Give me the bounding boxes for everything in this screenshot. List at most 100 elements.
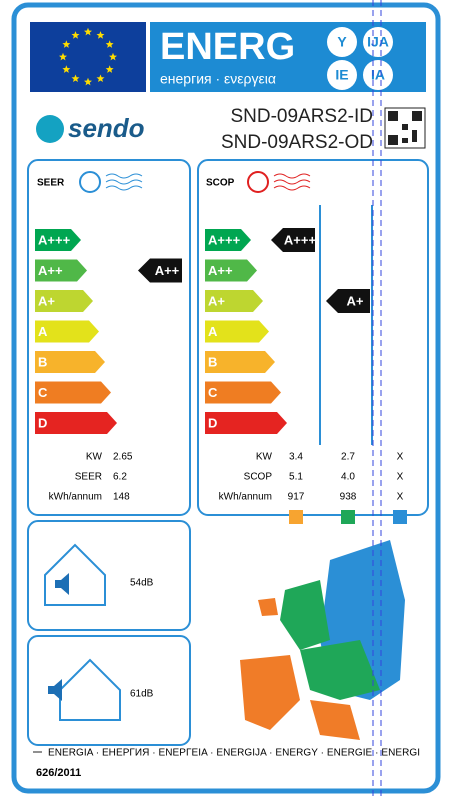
class-bar bbox=[205, 412, 287, 434]
row-value: 938 bbox=[340, 492, 357, 503]
class-bar bbox=[35, 320, 99, 343]
energy-word: ENERG bbox=[160, 26, 295, 68]
star bbox=[84, 77, 92, 86]
star bbox=[105, 65, 114, 73]
class-bar bbox=[35, 259, 87, 282]
scop-panel bbox=[197, 159, 429, 516]
class-label: A++ bbox=[38, 263, 63, 278]
class-label: A bbox=[208, 324, 218, 339]
star bbox=[105, 40, 114, 48]
row-value: X bbox=[397, 472, 404, 483]
class-bar bbox=[205, 229, 251, 251]
noise-indoor-panel bbox=[27, 520, 191, 631]
star bbox=[96, 31, 105, 39]
suffix: IJA bbox=[367, 34, 389, 50]
star bbox=[71, 31, 80, 39]
class-bar bbox=[35, 351, 105, 373]
house-icon bbox=[44, 543, 106, 606]
eu-stars bbox=[59, 27, 117, 86]
class-bar bbox=[35, 381, 111, 404]
row-label: KW bbox=[256, 452, 273, 463]
row-value: 3.4 bbox=[289, 452, 303, 463]
fan-icon-heat bbox=[247, 171, 269, 193]
row-value: 2.65 bbox=[113, 452, 133, 463]
suffix-circle bbox=[363, 60, 393, 90]
speaker-icon bbox=[48, 679, 62, 701]
class-label: A+++ bbox=[208, 232, 241, 247]
zone-cold bbox=[393, 510, 407, 524]
footer-languages: ENERGIA · ЕНЕРГИЯ · ΕΝΕΡΓΕΙΑ · ENERGIJA … bbox=[48, 748, 420, 759]
row-label: SEER bbox=[75, 472, 102, 483]
row-value: 148 bbox=[113, 492, 130, 503]
rating-arrow bbox=[138, 258, 182, 283]
star bbox=[59, 52, 67, 61]
row-value: 917 bbox=[288, 492, 305, 503]
value-rows: KW 2.65 SEER 6.2 kWh/annum 148 KW 3.4 2.7 X SCOP 5.… bbox=[49, 452, 404, 503]
row-label: SCOP bbox=[244, 472, 273, 483]
class-bar bbox=[205, 290, 263, 312]
row-value: X bbox=[397, 492, 404, 503]
class-bar bbox=[205, 320, 269, 343]
rating-label: A++ bbox=[155, 263, 180, 278]
star bbox=[109, 52, 117, 61]
scop-label: SCOP bbox=[206, 178, 235, 189]
row-label: kWh/annum bbox=[49, 492, 102, 503]
class-label: B bbox=[38, 354, 47, 369]
star bbox=[62, 40, 71, 48]
class-bar bbox=[35, 290, 93, 312]
zone-average bbox=[341, 510, 355, 524]
suffix: Y bbox=[337, 34, 347, 50]
fan-icon-cool bbox=[79, 171, 101, 193]
brand-name: sendo bbox=[68, 113, 145, 143]
speaker-icon bbox=[55, 573, 69, 595]
class-label: A+ bbox=[208, 293, 225, 308]
star bbox=[84, 27, 92, 36]
row-label: kWh/annum bbox=[219, 492, 272, 503]
row-value: 6.2 bbox=[113, 472, 127, 483]
row-value: 2.7 bbox=[341, 452, 355, 463]
rating-label: A+ bbox=[347, 293, 364, 308]
house-icon bbox=[59, 658, 121, 721]
noise-outdoor: 61dB bbox=[130, 689, 154, 700]
suffix: IE bbox=[335, 67, 348, 83]
class-label: D bbox=[208, 415, 217, 430]
seer-label: SEER bbox=[37, 178, 65, 189]
class-label: C bbox=[208, 385, 218, 400]
class-label: B bbox=[208, 354, 217, 369]
class-bar bbox=[35, 412, 117, 434]
row-value: 5.1 bbox=[289, 472, 303, 483]
row-value: 4.0 bbox=[341, 472, 355, 483]
model-indoor: SND-09ARS2-ID bbox=[230, 106, 373, 127]
suffix-circle bbox=[363, 27, 393, 57]
seer-panel bbox=[27, 159, 191, 516]
class-label: D bbox=[38, 415, 47, 430]
regulation: 626/2011 bbox=[36, 767, 81, 779]
star bbox=[96, 74, 105, 82]
class-bar bbox=[205, 351, 275, 373]
zone-warm bbox=[289, 510, 303, 524]
class-label: A+ bbox=[38, 293, 55, 308]
class-bar bbox=[205, 259, 257, 282]
model-outdoor: SND-09ARS2-OD bbox=[221, 132, 373, 153]
class-bar bbox=[35, 229, 81, 251]
star bbox=[71, 74, 80, 82]
star bbox=[62, 65, 71, 73]
heat-waves bbox=[273, 173, 311, 191]
climate-map bbox=[240, 540, 405, 740]
cool-waves bbox=[105, 173, 143, 191]
row-value: X bbox=[397, 452, 404, 463]
suffix-circle bbox=[327, 27, 357, 57]
qr-code bbox=[384, 107, 426, 149]
class-bar bbox=[205, 381, 281, 404]
suffix-circle bbox=[327, 60, 357, 90]
noise-indoor: 54dB bbox=[130, 578, 154, 589]
class-label: C bbox=[38, 385, 48, 400]
rating-arrow bbox=[326, 289, 370, 313]
noise-outdoor-panel bbox=[27, 635, 191, 746]
row-label: KW bbox=[86, 452, 103, 463]
class-label: A bbox=[38, 324, 48, 339]
class-label: A+++ bbox=[38, 232, 71, 247]
